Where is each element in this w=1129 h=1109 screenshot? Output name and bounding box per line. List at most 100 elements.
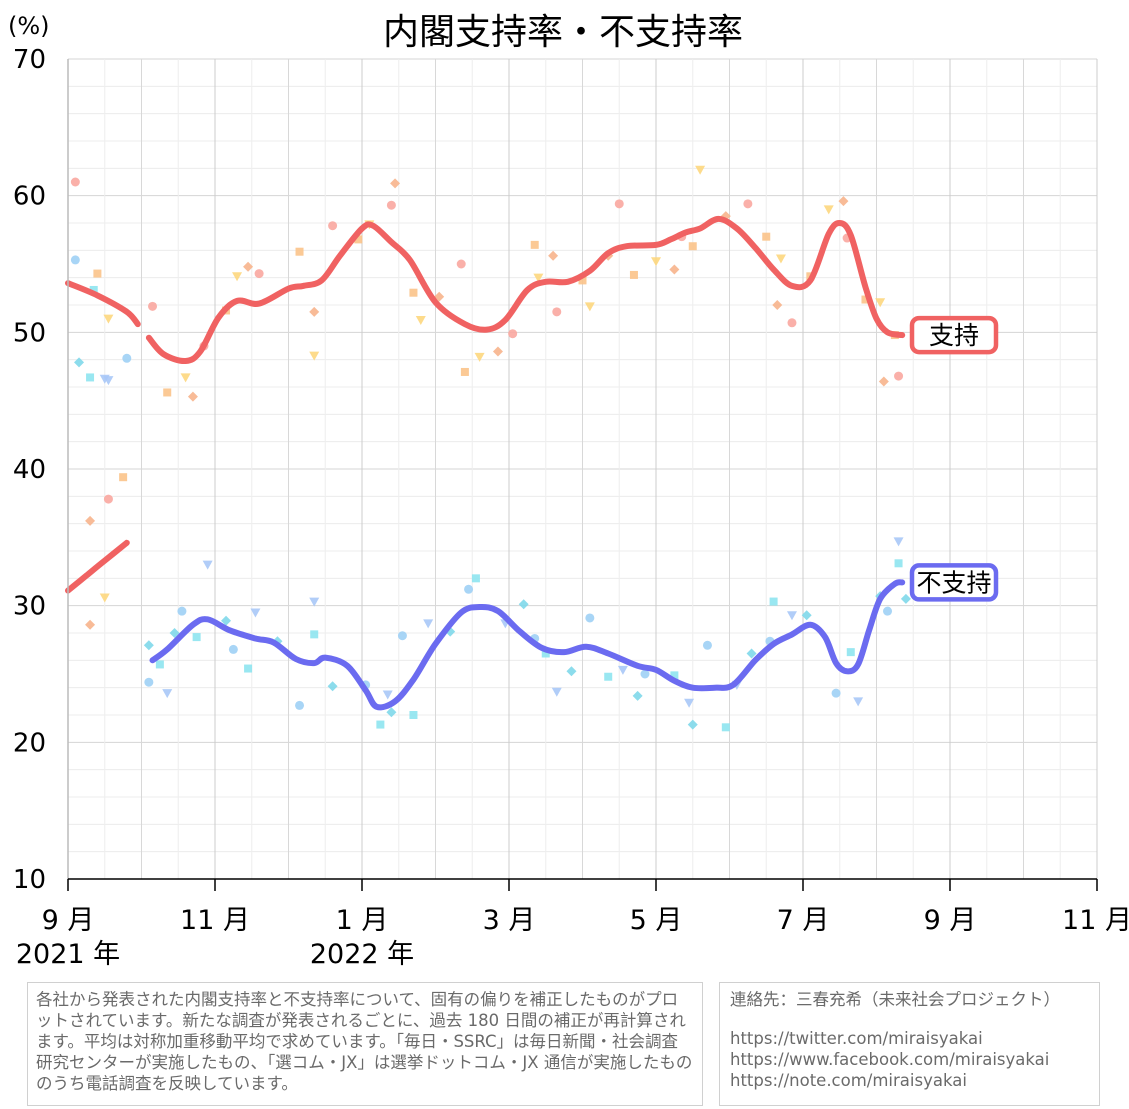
survey-point bbox=[530, 240, 539, 249]
y-tick-label: 70 bbox=[13, 45, 46, 75]
x-tick-label: 3 月 bbox=[483, 905, 536, 936]
survey-point bbox=[584, 302, 595, 312]
survey-point bbox=[144, 677, 154, 687]
survey-point bbox=[192, 633, 201, 642]
survey-point bbox=[551, 687, 562, 697]
series-label-box bbox=[909, 563, 999, 602]
survey-point bbox=[155, 660, 164, 669]
x-tick-label: 9 月 bbox=[924, 905, 977, 936]
survey-point bbox=[409, 288, 418, 297]
survey-point bbox=[604, 672, 613, 681]
survey-point bbox=[900, 593, 911, 604]
survey-point bbox=[103, 314, 114, 324]
survey-point bbox=[861, 295, 870, 304]
survey-point bbox=[85, 515, 96, 526]
survey-point bbox=[386, 200, 396, 210]
survey-point bbox=[878, 376, 889, 387]
chart-title: 内閣支持率・不支持率 bbox=[383, 12, 743, 53]
trend-line-disapprove bbox=[149, 579, 906, 711]
survey-point bbox=[99, 593, 110, 603]
note-link[interactable]: https://note.com/miraisyakai bbox=[730, 1071, 967, 1090]
survey-point bbox=[614, 199, 624, 209]
survey-point bbox=[460, 367, 469, 376]
survey-point bbox=[831, 688, 841, 698]
twitter-link[interactable]: https://twitter.com/miraisyakai bbox=[730, 1029, 983, 1048]
survey-point bbox=[187, 391, 198, 402]
survey-point bbox=[309, 306, 320, 317]
survey-point bbox=[669, 264, 680, 275]
survey-point bbox=[328, 221, 338, 231]
survey-point bbox=[180, 373, 191, 383]
survey-point bbox=[70, 177, 80, 187]
survey-point bbox=[853, 697, 864, 707]
contact-text: 連絡先：三春充希（未来社会プロジェクト） bbox=[730, 990, 1060, 1009]
survey-point bbox=[456, 259, 466, 269]
facebook-link[interactable]: https://www.facebook.com/miraisyakai bbox=[730, 1050, 1050, 1069]
survey-point bbox=[552, 307, 562, 317]
y-tick-label: 60 bbox=[13, 182, 46, 212]
survey-point bbox=[893, 537, 904, 547]
survey-point bbox=[327, 681, 338, 692]
survey-point bbox=[423, 619, 434, 629]
survey-point bbox=[632, 690, 643, 701]
contact-note: 連絡先：三春充希（未来社会プロジェクト） https://twitter.com… bbox=[719, 982, 1100, 1106]
survey-point bbox=[838, 196, 849, 207]
survey-point bbox=[254, 269, 264, 279]
survey-point bbox=[169, 628, 180, 638]
survey-point bbox=[670, 671, 679, 680]
survey-point bbox=[651, 257, 661, 267]
trend-lines bbox=[65, 215, 906, 711]
survey-point bbox=[143, 640, 154, 651]
survey-point bbox=[548, 250, 559, 261]
survey-point bbox=[397, 631, 407, 641]
survey-point bbox=[243, 261, 254, 272]
survey-point bbox=[103, 494, 113, 504]
survey-point bbox=[640, 669, 650, 679]
survey-point bbox=[415, 316, 426, 326]
survey-point bbox=[846, 648, 855, 657]
survey-point bbox=[221, 615, 232, 626]
y-tick-label: 40 bbox=[13, 455, 46, 485]
survey-point bbox=[801, 610, 812, 621]
survey-point bbox=[295, 247, 304, 256]
survey-point bbox=[309, 597, 320, 607]
survey-point bbox=[386, 707, 397, 718]
survey-point bbox=[409, 711, 418, 719]
survey-point bbox=[533, 273, 544, 283]
y-tick-label: 30 bbox=[13, 592, 46, 622]
survey-point bbox=[228, 644, 238, 654]
survey-point bbox=[70, 255, 80, 265]
survey-point bbox=[163, 388, 172, 397]
survey-point bbox=[354, 235, 363, 244]
survey-point bbox=[775, 254, 786, 264]
survey-point bbox=[471, 574, 480, 583]
survey-point bbox=[684, 698, 695, 708]
survey-point bbox=[93, 269, 102, 278]
survey-point bbox=[746, 648, 757, 659]
survey-point bbox=[474, 352, 485, 362]
survey-point bbox=[541, 649, 550, 658]
survey-point bbox=[376, 720, 385, 729]
series-label: 支持 bbox=[929, 321, 979, 350]
survey-point bbox=[382, 690, 393, 700]
survey-point bbox=[894, 559, 903, 568]
survey-point bbox=[787, 318, 797, 328]
survey-point bbox=[786, 611, 797, 621]
survey-point bbox=[122, 353, 132, 363]
survey-point bbox=[875, 298, 886, 308]
x-tick-label: 9 月 bbox=[42, 905, 95, 936]
x-tick-label: 11 月 bbox=[180, 905, 250, 936]
survey-point bbox=[89, 285, 98, 294]
y-tick-label: 50 bbox=[13, 318, 46, 348]
survey-point bbox=[769, 597, 778, 606]
survey-point bbox=[629, 270, 638, 279]
survey-point bbox=[464, 584, 474, 594]
survey-point bbox=[244, 664, 253, 673]
trend-line-approve bbox=[65, 280, 141, 328]
survey-point bbox=[295, 700, 305, 710]
trend-line-approve bbox=[65, 539, 130, 594]
survey-point bbox=[232, 272, 243, 282]
